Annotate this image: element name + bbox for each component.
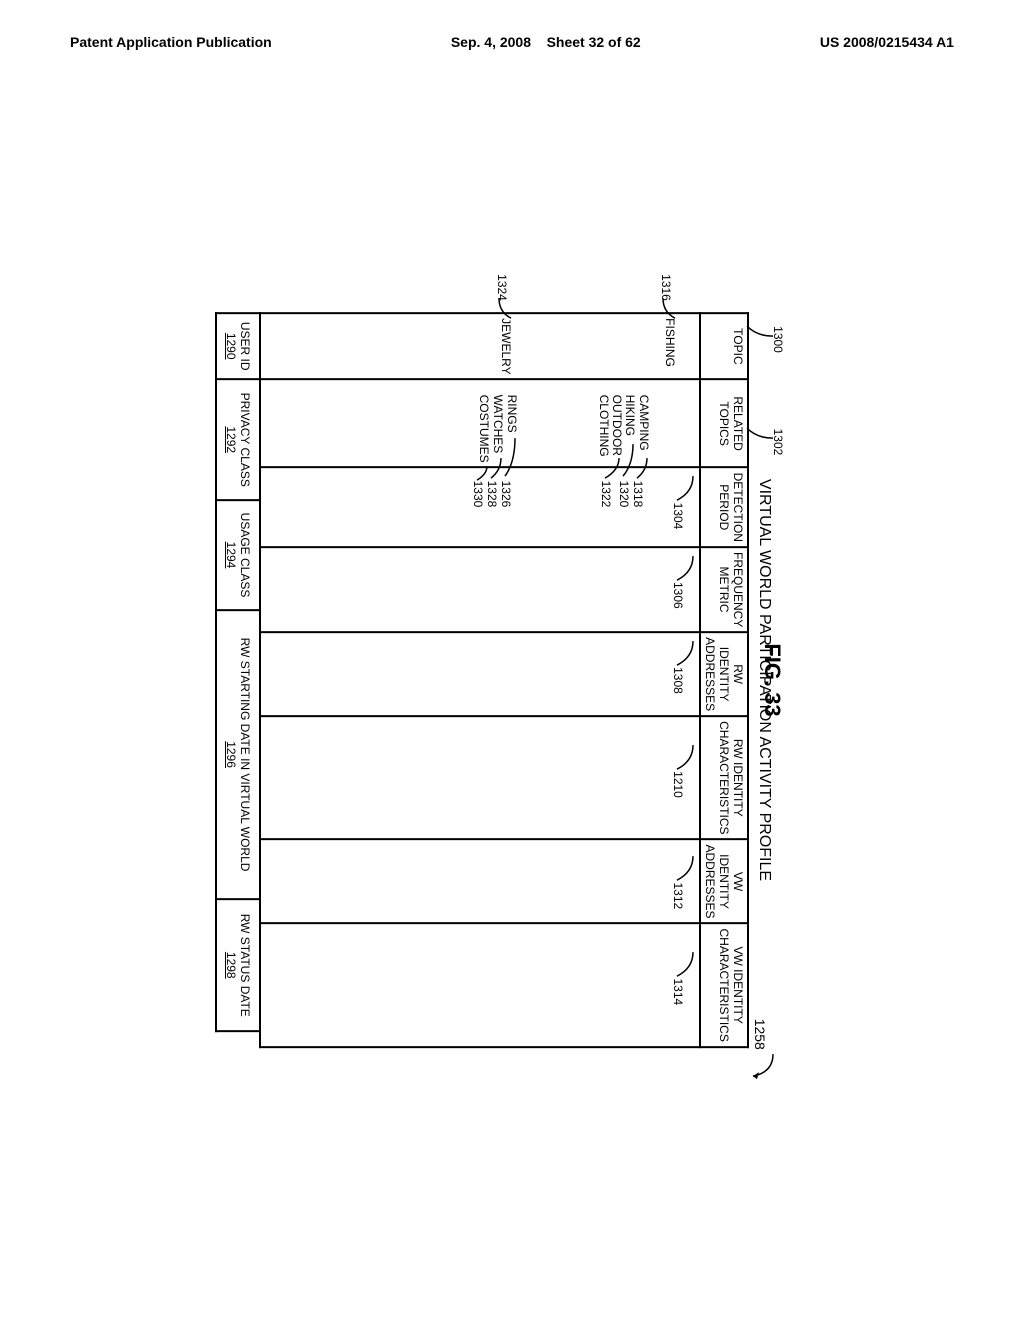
callout-arrow-icon [675,745,693,771]
profile-table-wrapper: VIRTUAL WORLD PARTICIPATION ACTIVITY PRO… [215,312,749,1048]
table-title: VIRTUAL WORLD PARTICIPATION ACTIVITY PRO… [755,479,773,881]
col-header-freq: FREQUENCY METRIC [700,547,748,632]
bottom-cell-statusdate: RW STATUS DATE 1298 [216,899,260,1031]
ref-detect: 1304 [671,503,685,530]
rwaddr-cell: 1308 [260,632,700,716]
related-costumes: COSTUMES [477,395,491,463]
bottom-ref-startdate: 1296 [224,741,238,768]
related-hiking: HIKING [623,395,637,436]
bottom-label-usage: USAGE CLASS [238,513,252,598]
col-header-vwaddr: VW IDENTITY ADDRESSES [700,839,748,923]
ref-jewelry: 1324 [495,274,509,301]
table-header-row: TOPIC 1300 RELATED TOPICS [700,313,748,1047]
bottom-ref-statusdate: 1298 [224,952,238,979]
bottom-label-statusdate: RW STATUS DATE [238,914,252,1017]
related-camping: CAMPING [637,395,651,451]
col-header-related: RELATED TOPICS 1302 [700,380,748,468]
bottom-table-row: USER ID 1290 PRIVACY CLASS 1292 USAGE CL… [216,313,260,1031]
header-sheet-text: Sheet 32 of 62 [547,34,641,50]
col-header-rwaddr-label: RW IDENTITY ADDRESSES [703,637,745,711]
col-header-detect: DETECTION PERIOD [700,468,748,547]
figure-container: FIG. 33 VIRTUAL WORLD PARTICIPATION ACTI… [215,312,785,1048]
figure-pointer-ref: 1258 [745,1019,775,1084]
ref-rwaddr: 1308 [671,667,685,694]
ref-vwchar: 1314 [671,979,685,1006]
callout-arrow-icon [743,425,773,455]
header-left-text: Patent Application Publication [70,34,272,50]
col-header-vwchar-label: VW IDENTITY CHARACTERISTICS [717,929,745,1042]
related-rings: RINGS [505,395,519,433]
callout-arrow-icon [675,556,693,582]
ref-fishing: 1316 [659,274,673,301]
col-header-rwaddr: RW IDENTITY ADDRESSES [700,632,748,716]
related-outdoor-clothing: OUTDOOR CLOTHING [597,395,623,463]
ref-rwchar: 1210 [671,771,685,798]
main-table: TOPIC 1300 RELATED TOPICS [259,312,749,1048]
col-header-topic: TOPIC 1300 [700,313,748,379]
page-header: Patent Application Publication Sep. 4, 2… [0,34,1024,50]
col-header-vwaddr-label: VW IDENTITY ADDRESSES [703,844,745,918]
callout-arrow-icon [675,856,693,882]
bottom-cell-usage: USAGE CLASS 1294 [216,500,260,610]
col-header-vwchar: VW IDENTITY CHARACTERISTICS [700,924,748,1047]
col-ref-related: 1302 [771,429,785,456]
bottom-cell-privacy: PRIVACY CLASS 1292 [216,379,260,500]
bottom-label-startdate: RW STARTING DATE IN VIRTUAL WORLD [238,638,252,872]
ref-freq: 1306 [671,582,685,609]
callout-arrow-icon [675,953,693,979]
callout-arrow-icon [675,477,693,503]
detect-cell: 1304 [260,468,700,547]
figure-pointer-number: 1258 [752,1019,768,1050]
table-body-row: FISHING 1316 JEWELRY 1324 [260,313,700,1047]
topic-cell: FISHING 1316 JEWELRY 1324 [260,313,700,379]
col-header-rwchar-label: RW IDENTITY CHARACTERISTICS [717,721,745,834]
topic-fishing: FISHING [663,318,677,367]
ref-vwaddr: 1312 [671,882,685,909]
col-header-freq-label: FREQUENCY METRIC [717,552,745,627]
col-header-related-label: RELATED TOPICS [717,396,745,450]
freq-cell: 1306 [260,547,700,632]
col-header-rwchar: RW IDENTITY CHARACTERISTICS [700,716,748,839]
header-right-text: US 2008/0215434 A1 [820,34,954,50]
bottom-cell-startdate: RW STARTING DATE IN VIRTUAL WORLD 1296 [216,610,260,900]
vwaddr-cell: 1312 [260,839,700,923]
bottom-table: USER ID 1290 PRIVACY CLASS 1292 USAGE CL… [215,312,261,1032]
bottom-ref-userid: 1290 [224,333,238,360]
header-date-text: Sep. 4, 2008 [451,34,531,50]
bottom-label-privacy: PRIVACY CLASS [238,393,252,487]
bottom-cell-userid: USER ID 1290 [216,313,260,379]
rwchar-cell: 1210 [260,716,700,839]
figure-pointer-arrow-icon [745,1054,775,1084]
callout-arrow-icon [743,322,773,352]
topic-jewelry: JEWELRY [499,318,513,374]
bottom-ref-usage: 1294 [224,542,238,569]
callout-arrow-icon [497,298,513,320]
callout-arrow-icon [661,298,677,320]
col-header-detect-label: DETECTION PERIOD [717,473,745,542]
related-watches: WATCHES [491,395,505,454]
bottom-label-userid: USER ID [238,322,252,371]
vwchar-cell: 1314 [260,924,700,1047]
col-ref-topic: 1300 [771,326,785,353]
callout-arrow-icon [675,641,693,667]
related-cell: CAMPING 1318 HIKING 1320 OUTDOOR CLOTHIN… [260,380,700,468]
bottom-ref-privacy: 1292 [224,426,238,453]
